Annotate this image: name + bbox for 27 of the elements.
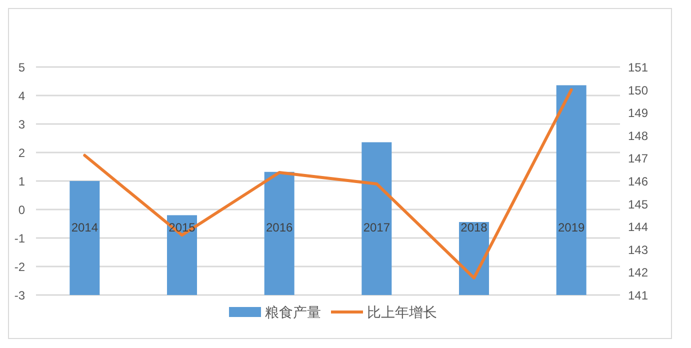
y-tick-label: 3 <box>18 118 26 132</box>
legend-label: 粮食产量 <box>265 304 321 320</box>
y-tick-label: -1 <box>14 232 26 246</box>
y-tick-label: 0 <box>18 203 26 217</box>
y2-tick-label: 141 <box>628 288 648 302</box>
x-tick-label: 2016 <box>266 220 294 234</box>
legend-label: 比上年增长 <box>367 304 437 320</box>
y2-tick-label: 143 <box>628 242 648 257</box>
y-tick-label: 5 <box>18 60 26 74</box>
y-tick-label: -3 <box>14 288 26 302</box>
y-tick-label: 1 <box>18 174 26 188</box>
y-tick-label: 2 <box>18 146 26 160</box>
y-tick-label: 4 <box>18 89 26 103</box>
y2-tick-label: 144 <box>628 220 648 234</box>
y2-tick-label: 145 <box>628 197 648 212</box>
y2-tick-label: 150 <box>628 83 648 98</box>
y-tick-label: -2 <box>14 260 26 274</box>
x-tick-label: 2019 <box>558 220 586 234</box>
x-tick-label: 2017 <box>363 220 390 234</box>
x-tick-label: 2014 <box>71 220 98 234</box>
y2-tick-label: 151 <box>628 60 648 74</box>
y2-tick-label: 147 <box>628 152 648 166</box>
y2-tick-label: 146 <box>628 174 648 188</box>
y2-tick-label: 142 <box>628 266 648 280</box>
y2-tick-label: 148 <box>628 128 648 143</box>
y2-tick-label: 149 <box>628 106 648 120</box>
x-tick-label: 2018 <box>460 220 488 234</box>
